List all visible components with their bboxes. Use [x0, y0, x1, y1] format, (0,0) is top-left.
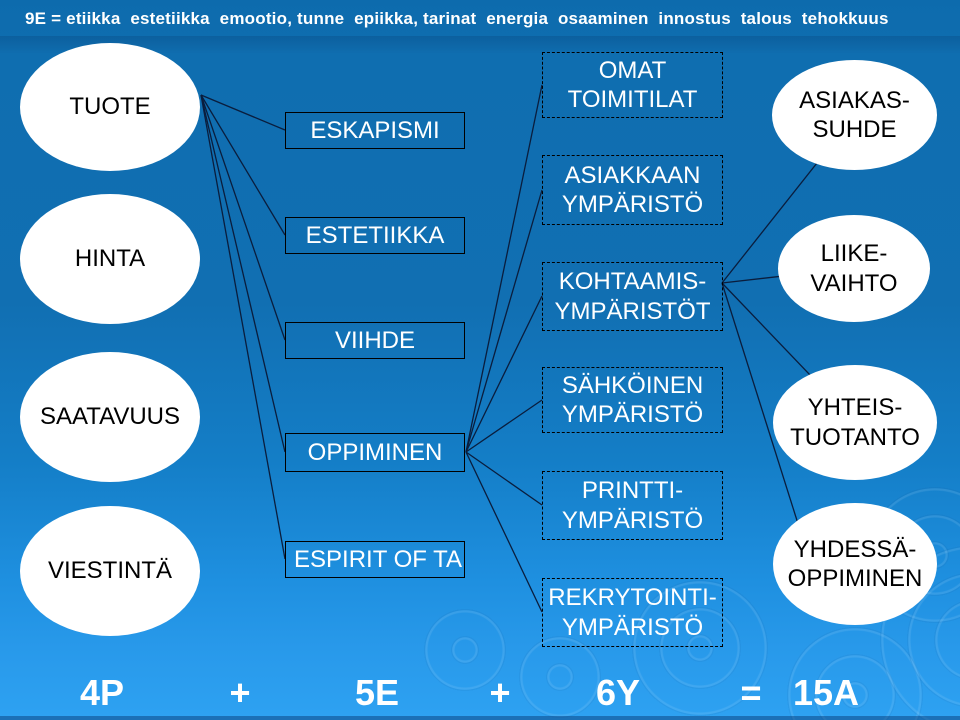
node-estetiikka: ESTETIIKKA [285, 217, 465, 254]
node-kohtaamisymparistot: KOHTAAMIS- YMPÄRISTÖT [542, 262, 723, 331]
connector-line [200, 94, 286, 560]
node-espirit-of-ta: ESPIRIT OF TA [285, 541, 465, 578]
connector-line [200, 94, 286, 131]
node-yhdessaoppiminen: YHDESSÄ- OPPIMINEN [773, 503, 937, 625]
node-rekrytointi-ymparisto: REKRYTOINTI- YMPÄRISTÖ [542, 578, 723, 647]
node-label: ASIAKAS- SUHDE [799, 86, 910, 143]
node-printti-ymparisto: PRINTTI- YMPÄRISTÖ [542, 471, 723, 540]
node-label: PRINTTI- YMPÄRISTÖ [561, 477, 704, 534]
connector-line [465, 295, 543, 453]
node-label: KOHTAAMIS- YMPÄRISTÖT [554, 268, 711, 325]
node-label: LIIKE- VAIHTO [810, 240, 898, 297]
node-omat-toimitilat: OMAT TOIMITILAT [542, 52, 723, 118]
node-label: VIESTINTÄ [47, 557, 173, 585]
node-label: ESKAPISMI [310, 116, 440, 144]
node-label: ASIAKKAAN YMPÄRISTÖ [561, 161, 704, 218]
node-label: ESTETIIKKA [305, 221, 445, 249]
node-viestinta: VIESTINTÄ [20, 506, 200, 636]
formula-term-4p: 4P [79, 672, 125, 713]
connector-line [721, 282, 801, 531]
node-saatavuus: SAATAVUUS [20, 352, 200, 482]
node-label: YHTEIS- TUOTANTO [790, 394, 920, 451]
connector-line [465, 189, 543, 453]
node-label: YHDESSÄ- OPPIMINEN [787, 535, 923, 592]
connector-line [465, 84, 543, 453]
node-label: SÄHKÖINEN YMPÄRISTÖ [561, 371, 704, 428]
legend-9e-text: 9E = etiikka estetiikka emootio, tunne e… [25, 9, 889, 28]
node-asiakassuhde: ASIAKAS- SUHDE [772, 60, 937, 170]
node-sahkoinen-ymparisto: SÄHKÖINEN YMPÄRISTÖ [542, 367, 723, 433]
node-tuote: TUOTE [20, 43, 200, 171]
node-label: REKRYTOINTI- YMPÄRISTÖ [548, 584, 717, 641]
connector-line [465, 451, 543, 613]
node-label: TUOTE [69, 93, 151, 121]
node-yhteistuotanto: YHTEIS- TUOTANTO [773, 365, 937, 480]
node-label: ESPIRIT OF TA [294, 545, 463, 573]
formula-term-6y: 6Y [595, 672, 641, 713]
node-oppiminen: OPPIMINEN [285, 433, 465, 472]
node-label: VIIHDE [334, 326, 415, 354]
slide-bottom-edge [0, 716, 960, 720]
connector-line [200, 94, 286, 236]
connector-line [465, 399, 543, 453]
node-label: HINTA [74, 245, 146, 273]
node-hinta: HINTA [20, 194, 200, 324]
plus-sign: + [229, 672, 251, 713]
node-liikevaihto: LIIKE- VAIHTO [778, 215, 930, 322]
connector-line [200, 94, 286, 453]
plus-sign: + [489, 672, 511, 713]
node-eskapismi: ESKAPISMI [285, 112, 465, 149]
connector-line [465, 451, 543, 506]
equals-sign: = [740, 672, 762, 713]
node-label: SAATAVUUS [39, 403, 181, 431]
node-label: OPPIMINEN [307, 438, 443, 466]
node-viihde: VIIHDE [285, 322, 465, 359]
formula-term-15a: 15A [792, 672, 860, 713]
connector-line [200, 94, 286, 341]
formula-term-5e: 5E [354, 672, 400, 713]
node-label: OMAT TOIMITILAT [567, 56, 698, 113]
node-asiakkaan-ymparisto: ASIAKKAAN YMPÄRISTÖ [542, 155, 723, 225]
